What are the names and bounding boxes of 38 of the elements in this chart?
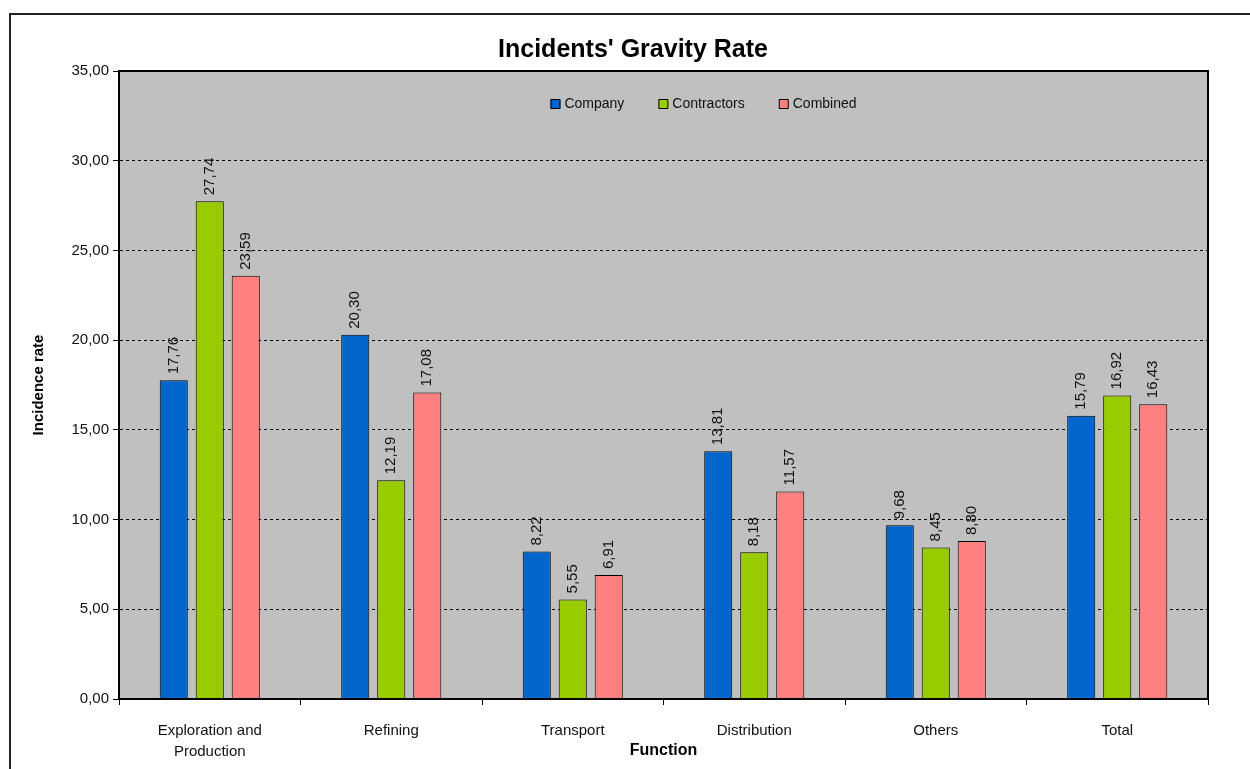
x-tick-label: Others [913, 720, 959, 738]
data-label: 17,76 [163, 336, 181, 375]
y-tick-label: 20,00 [71, 330, 109, 348]
data-label: 17,08 [417, 348, 435, 387]
data-label: 20,30 [345, 291, 363, 329]
data-label: 9,68 [889, 490, 907, 520]
x-tick-label: Distribution [716, 720, 792, 738]
data-label: 8,22 [526, 516, 544, 546]
y-axis-title: Incidence rate [29, 334, 47, 436]
x-tick-label: Transport [540, 720, 606, 738]
data-label: 13,81 [708, 407, 726, 446]
legend-label: Company [564, 94, 625, 111]
y-tick-label: 30,00 [71, 150, 109, 168]
data-label: 5,55 [562, 564, 580, 594]
data-label: 27,74 [199, 157, 217, 196]
y-tick-label: 0,00 [79, 689, 109, 707]
legend-label: Contractors [672, 94, 745, 111]
x-tick-label: Refining [363, 720, 419, 738]
x-tick-label: Total [1101, 720, 1134, 738]
y-tick-label: 5,00 [79, 599, 109, 617]
data-label: 16,92 [1107, 351, 1125, 390]
x-axis-title: Function [629, 741, 698, 759]
data-label: 12,19 [381, 436, 399, 475]
data-label: 16,43 [1143, 360, 1161, 399]
y-tick-label: 35,00 [71, 61, 109, 79]
y-tick-label: 25,00 [71, 240, 109, 258]
chart-title: Incidents' Gravity Rate [498, 33, 769, 62]
x-tick-label: Exploration and Production [157, 720, 262, 759]
data-label: 15,79 [1071, 372, 1089, 410]
data-label: 8,80 [961, 505, 979, 536]
data-label: 11,57 [780, 448, 798, 486]
y-tick-label: 15,00 [71, 420, 109, 437]
y-tick-label: 10,00 [71, 509, 109, 527]
data-label: 23,59 [235, 232, 253, 270]
data-label: 6,91 [598, 539, 616, 570]
data-label: 8,45 [925, 512, 943, 542]
legend-label: Combined [792, 94, 857, 111]
data-label: 8,18 [744, 517, 762, 547]
